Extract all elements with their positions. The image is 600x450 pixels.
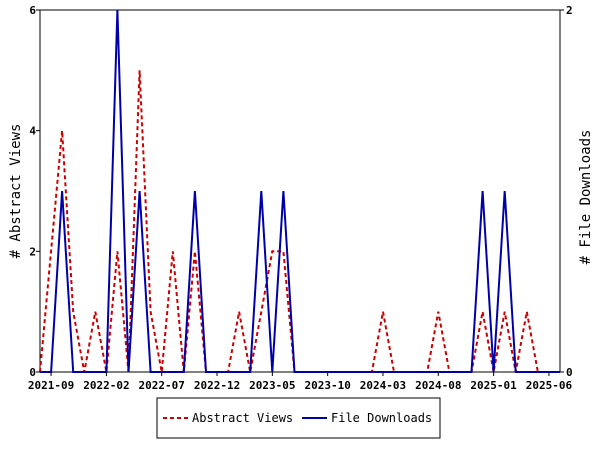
legend-label-file-downloads: File Downloads	[331, 411, 432, 425]
x-tick-label: 2024-03	[360, 379, 406, 392]
y-right-tick-label: 2	[566, 4, 573, 17]
y-left-tick-label: 6	[29, 4, 36, 17]
right-axis-title: # File Downloads	[578, 130, 594, 265]
x-tick-label: 2022-12	[194, 379, 240, 392]
x-tick-label: 2023-10	[304, 379, 350, 392]
x-tick-label: 2025-01	[470, 379, 517, 392]
series-line-abstract-views	[39, 70, 560, 373]
series-line-file-downloads	[40, 9, 560, 373]
series-layer	[39, 9, 560, 373]
x-tick-label: 2022-07	[139, 379, 185, 392]
x-tick-label: 2021-09	[28, 379, 74, 392]
legend-label-abstract-views: Abstract Views	[192, 411, 293, 425]
legend-box	[156, 397, 441, 439]
x-tick-label: 2022-02	[83, 379, 129, 392]
y-left-tick-label: 4	[29, 125, 36, 138]
axis-layer: 2021-09 2022-02 2022-07 2022-12 2023-05 2023-…	[28, 4, 573, 392]
x-tick-label: 2025-06	[526, 379, 573, 392]
y-right-tick-label: 0	[566, 366, 573, 379]
y-left-tick-label: 0	[29, 366, 36, 379]
legend: Abstract Views File Downloads	[156, 397, 441, 439]
y-left-tick-label: 2	[29, 245, 36, 258]
x-tick-label: 2023-05	[249, 379, 295, 392]
x-tick-label: 2024-08	[415, 379, 461, 392]
left-axis-title: # Abstract Views	[8, 124, 24, 259]
